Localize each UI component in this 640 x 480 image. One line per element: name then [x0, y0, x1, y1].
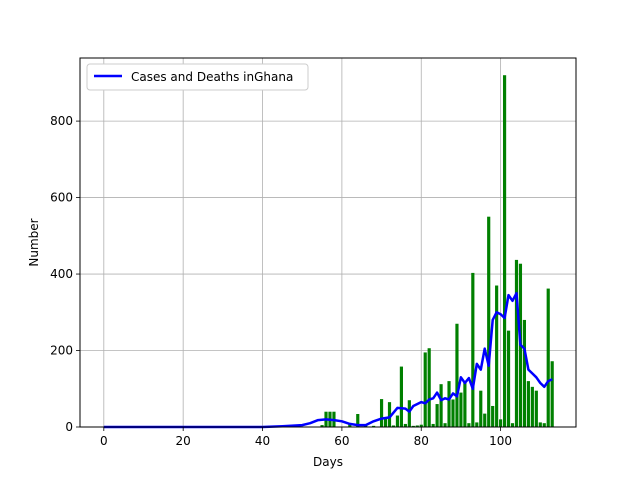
bar: [514, 259, 519, 427]
bar: [411, 425, 415, 427]
grid-lines: [80, 58, 576, 428]
bar: [391, 425, 396, 427]
y-tick-label: 400: [50, 267, 73, 281]
bar: [407, 400, 411, 427]
bar: [463, 381, 467, 427]
bar: [487, 216, 491, 427]
bar: [455, 323, 459, 427]
bar: [447, 381, 451, 427]
bar: [320, 425, 324, 427]
bar: [534, 390, 538, 427]
bar: [415, 425, 419, 427]
bar: [439, 384, 443, 427]
bar: [395, 415, 400, 427]
bar: [356, 413, 360, 427]
bar: [499, 419, 503, 427]
bar: [522, 319, 527, 427]
bar: [510, 423, 515, 427]
y-axis-label: Number: [27, 218, 41, 266]
x-axis-ticks: 0 20 40 60 80 100: [100, 427, 512, 448]
bar: [451, 399, 455, 427]
x-axis-label: Days: [313, 455, 343, 469]
x-tick-label: 40: [255, 434, 270, 448]
x-tick-label: 100: [489, 434, 512, 448]
bar: [526, 381, 530, 427]
legend-label: Cases and Deaths inGhana: [131, 70, 293, 84]
bar: [483, 413, 487, 427]
bar: [506, 330, 511, 427]
bar: [427, 348, 431, 427]
x-tick-label: 80: [414, 434, 429, 448]
bar: [403, 423, 407, 427]
y-tick-label: 800: [50, 114, 73, 128]
bar: [475, 422, 479, 427]
y-axis-ticks: 0 200 400 600 800: [50, 114, 80, 434]
line-series: [103, 291, 553, 429]
bar: [491, 405, 495, 427]
bar: [419, 424, 423, 427]
x-tick-label: 20: [176, 434, 191, 448]
bar: [538, 422, 542, 427]
bar: [546, 288, 550, 427]
bar: [443, 423, 447, 427]
legend-box: [86, 63, 309, 91]
bar: [479, 390, 483, 427]
bar: [467, 423, 471, 427]
bar: [399, 366, 403, 427]
bar: [423, 352, 427, 427]
bar: [435, 404, 439, 427]
y-tick-label: 200: [50, 344, 73, 358]
x-tick-label: 0: [100, 434, 108, 448]
bar: [372, 425, 376, 427]
y-tick-label: 600: [50, 191, 73, 205]
bar: [387, 402, 392, 427]
bar: [502, 75, 507, 428]
plot-frame: [79, 57, 577, 428]
bar: [542, 423, 546, 427]
legend: Cases and Deaths inGhana: [86, 63, 309, 91]
bar: [383, 417, 388, 427]
bar: [530, 386, 534, 427]
bar: [471, 272, 475, 427]
bar: [495, 285, 499, 427]
x-tick-label: 60: [334, 434, 349, 448]
bar: [379, 399, 384, 427]
y-tick-label: 0: [65, 420, 73, 434]
bar: [550, 361, 554, 427]
bar: [459, 392, 463, 427]
bar: [431, 423, 435, 427]
